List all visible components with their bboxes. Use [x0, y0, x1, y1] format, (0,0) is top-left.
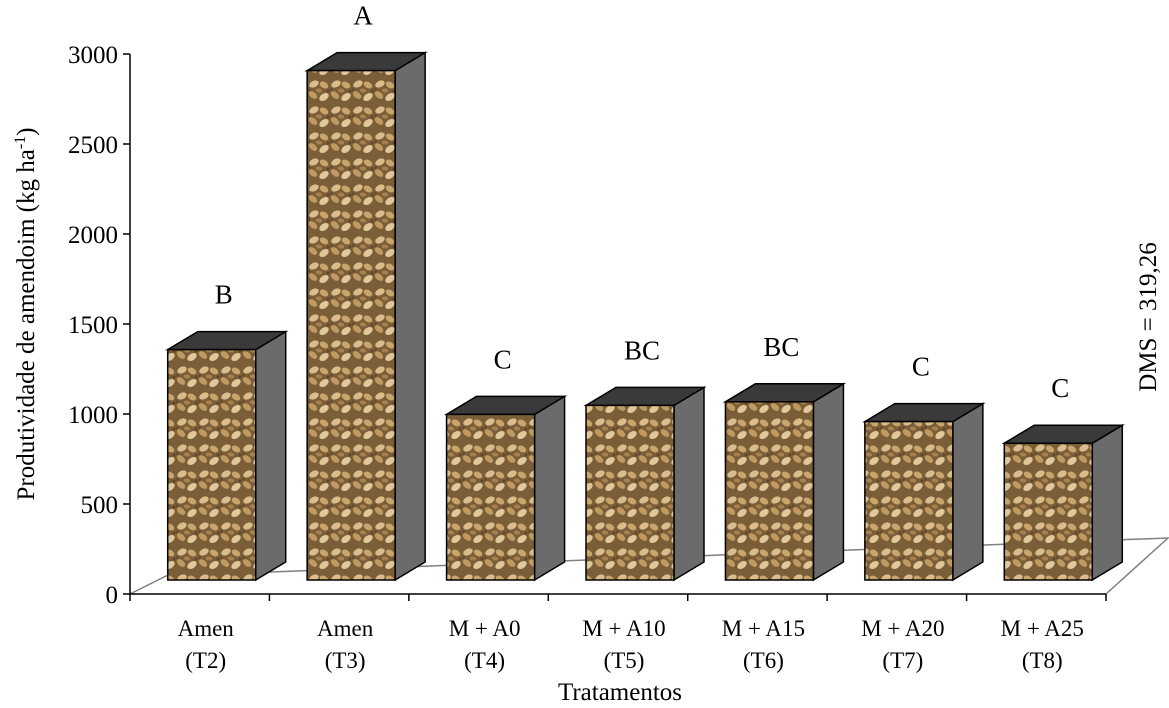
y-tick-label: 1000 — [68, 402, 118, 429]
axes: 0 500 1000 1500 2000 2500 3000 — [68, 42, 1107, 609]
x-axis-title: Tratamentos — [558, 679, 682, 706]
significance-letter: C — [494, 344, 512, 374]
x-category-label: M + A15 — [722, 616, 805, 641]
x-category-label: Amen — [178, 616, 235, 641]
bar — [1001, 423, 1125, 582]
dms-annotation: DMS = 319,26 — [1135, 242, 1162, 392]
y-tick-label: 0 — [106, 582, 119, 609]
labels: B Amen (T2) A Amen (T3) C M + A0 (T4) BC M + A10 (T… — [178, 1, 1084, 673]
bar-side-face — [533, 395, 566, 582]
bar-front-face — [585, 404, 675, 581]
significance-letter: BC — [763, 332, 799, 362]
significance-letter: C — [912, 352, 930, 382]
significance-letter: BC — [624, 335, 660, 365]
significance-letter: C — [1051, 373, 1069, 403]
x-category-label: M + A25 — [1001, 616, 1084, 641]
y-tick-label: 2000 — [68, 222, 118, 249]
y-tick-label: 500 — [81, 492, 119, 519]
x-category-label: M + A0 — [449, 616, 521, 641]
y-axis-title: Produtividade de amendoim (kg ha-1) — [12, 128, 40, 501]
bars — [165, 51, 1125, 582]
x-category-label: M + A10 — [582, 616, 665, 641]
bar-front-face — [864, 420, 954, 581]
bar — [165, 330, 289, 582]
bar-front-face — [724, 401, 815, 581]
bar-front-face — [306, 69, 396, 581]
x-category-sublabel: (T2) — [185, 648, 226, 673]
bar-front-face — [1003, 442, 1094, 581]
bar-side-face — [1091, 423, 1124, 582]
x-category-label: Amen — [317, 616, 374, 641]
bar-side-face — [673, 386, 705, 582]
significance-letter: B — [215, 280, 233, 310]
x-category-sublabel: (T4) — [464, 648, 505, 673]
bar-side-face — [394, 51, 426, 582]
bar-side-face — [254, 330, 287, 582]
x-category-sublabel: (T5) — [604, 648, 645, 673]
y-tick-label: 1500 — [68, 312, 118, 339]
bar-front-face — [445, 413, 536, 581]
bar-side-face — [812, 382, 845, 582]
bar-side-face — [952, 402, 984, 582]
bar — [304, 51, 428, 582]
x-category-sublabel: (T7) — [882, 648, 923, 673]
significance-letter: A — [353, 1, 373, 31]
y-tick-label: 3000 — [68, 42, 118, 69]
x-category-label: M + A20 — [861, 616, 944, 641]
bar — [583, 386, 707, 582]
x-category-sublabel: (T6) — [743, 648, 784, 673]
x-category-sublabel: (T8) — [1022, 648, 1063, 673]
bar-front-face — [166, 348, 257, 581]
y-tick-label: 2500 — [68, 132, 118, 159]
bar — [722, 382, 847, 582]
x-category-sublabel: (T3) — [325, 648, 366, 673]
bar — [443, 395, 568, 582]
bar — [862, 402, 986, 582]
